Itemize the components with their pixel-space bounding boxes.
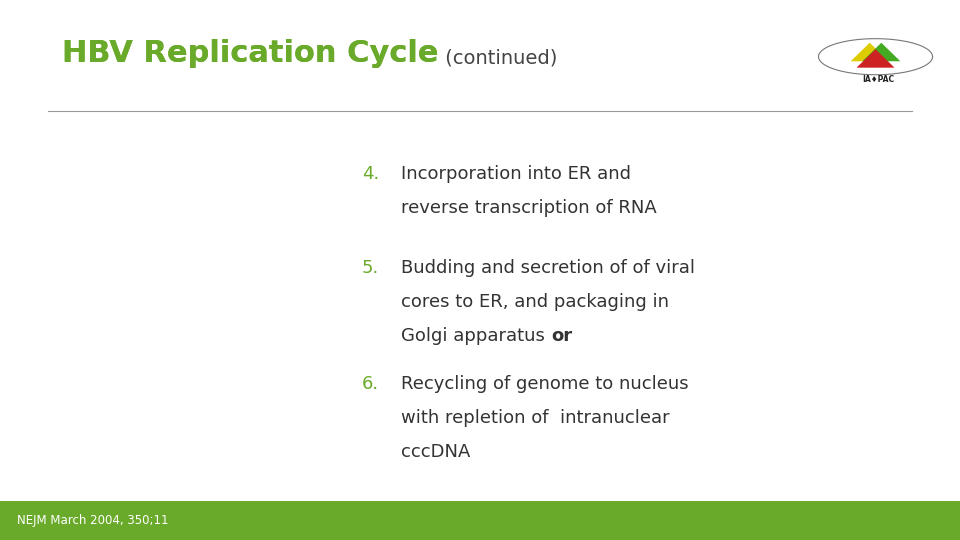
Bar xyxy=(0,501,960,540)
Text: (continued): (continued) xyxy=(439,49,557,68)
Polygon shape xyxy=(851,43,889,61)
Text: IA♦PAC: IA♦PAC xyxy=(862,75,895,84)
Polygon shape xyxy=(856,49,895,68)
Text: 5.: 5. xyxy=(362,259,379,277)
Text: Budding and secretion of of viral: Budding and secretion of of viral xyxy=(401,259,695,277)
Text: 4.: 4. xyxy=(362,165,379,183)
Text: Incorporation into ER and: Incorporation into ER and xyxy=(401,165,632,183)
Text: 6.: 6. xyxy=(362,375,379,393)
Text: Golgi apparatus: Golgi apparatus xyxy=(401,327,551,345)
Text: or: or xyxy=(551,327,572,345)
Text: Recycling of genome to nucleus: Recycling of genome to nucleus xyxy=(401,375,689,393)
Text: reverse transcription of RNA: reverse transcription of RNA xyxy=(401,199,657,217)
Text: cores to ER, and packaging in: cores to ER, and packaging in xyxy=(401,293,669,311)
Text: HBV Replication Cycle: HBV Replication Cycle xyxy=(62,38,439,68)
Polygon shape xyxy=(862,43,900,61)
Text: cccDNA: cccDNA xyxy=(401,443,470,461)
Text: with repletion of  intranuclear: with repletion of intranuclear xyxy=(401,409,670,427)
Text: NEJM March 2004, 350;11: NEJM March 2004, 350;11 xyxy=(17,514,169,527)
Text: HBV Replication Cycle: HBV Replication Cycle xyxy=(62,38,439,68)
